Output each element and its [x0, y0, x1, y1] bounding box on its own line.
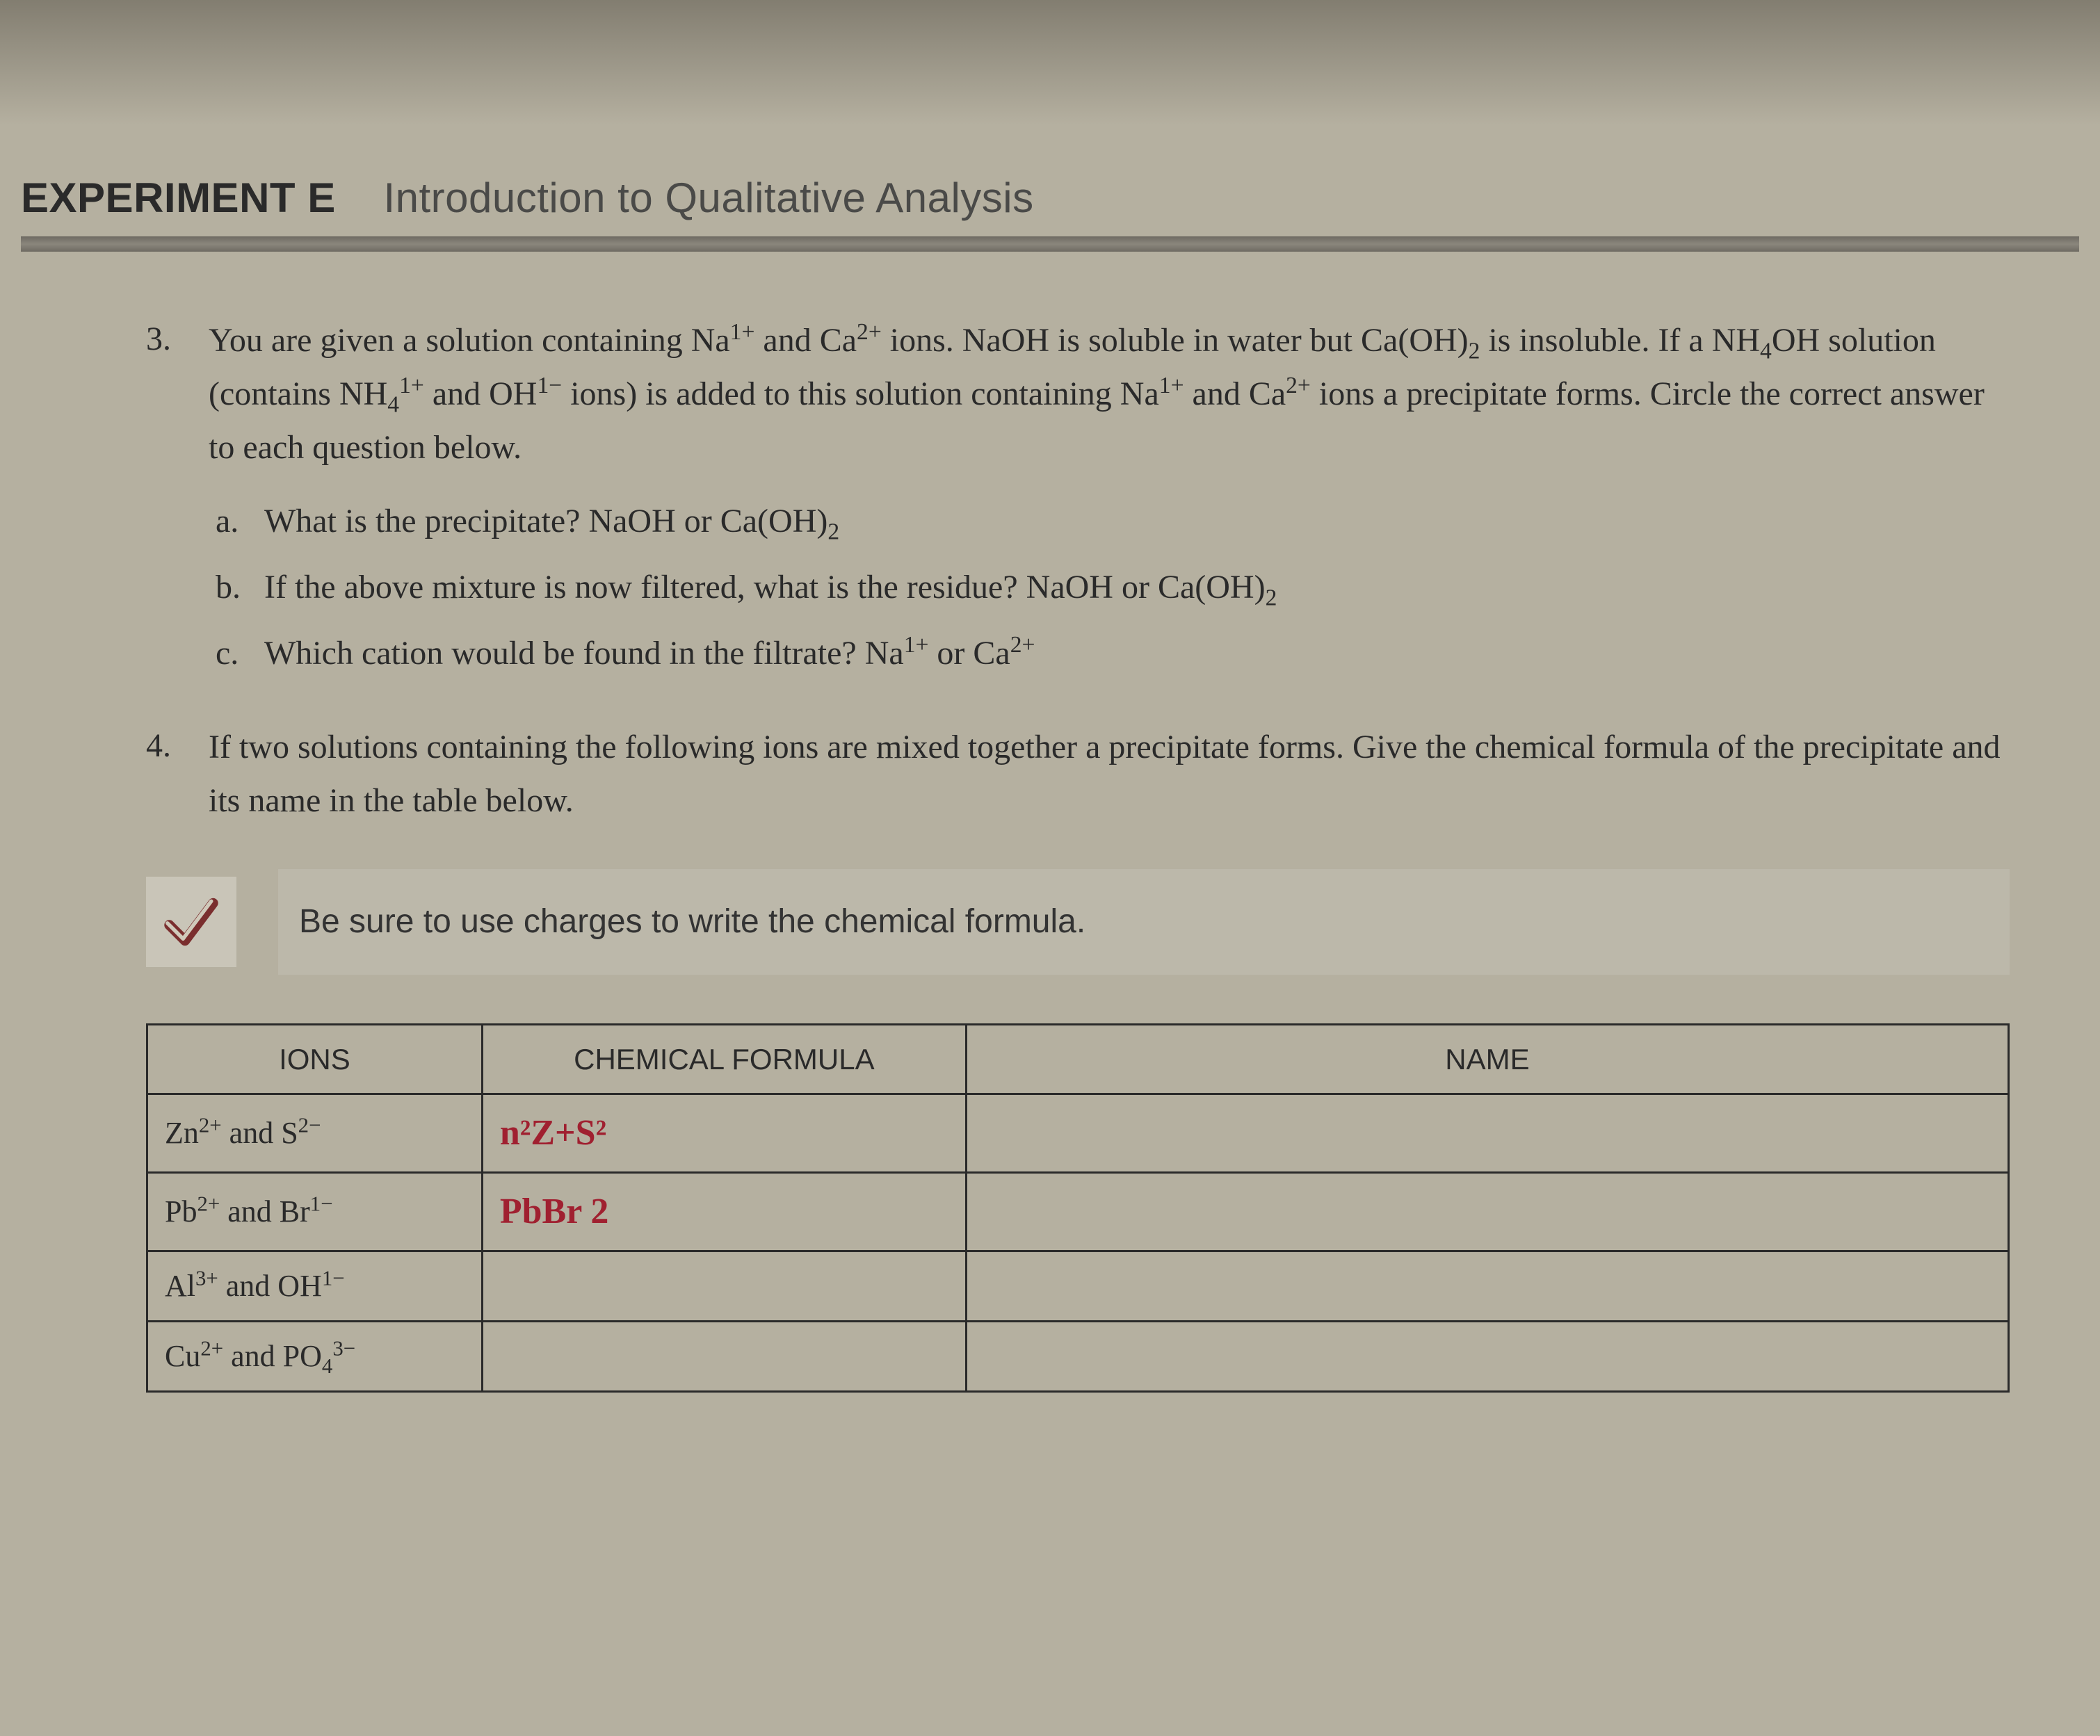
ions-cell: Zn2+ and S2−: [147, 1094, 483, 1173]
q3-a: a. What is the precipitate? NaOH or Ca(O…: [209, 495, 2010, 549]
page-header: EXPERIMENT E Introduction to Qualitative…: [21, 167, 2079, 252]
name-cell: [966, 1094, 2008, 1173]
question-body: You are given a solution containing Na1+…: [209, 314, 2010, 693]
sub-text: What is the precipitate? NaOH or Ca(OH)2: [264, 495, 2010, 549]
table-row: Cu2+ and PO43−: [147, 1322, 2009, 1392]
name-cell: [966, 1251, 2008, 1322]
sub-letter: b.: [209, 561, 264, 615]
table-row: Al3+ and OH1−: [147, 1251, 2009, 1322]
header-ions: IONS: [147, 1025, 483, 1094]
page-top-shadow: [0, 0, 2100, 125]
q3-b: b. If the above mixture is now filtered,…: [209, 561, 2010, 615]
ions-cell: Pb2+ and Br1−: [147, 1173, 483, 1251]
sub-text: Which cation would be found in the filtr…: [264, 627, 2010, 681]
sub-text: If the above mixture is now filtered, wh…: [264, 561, 2010, 615]
handwritten-formula: n²Z+S²: [500, 1113, 606, 1153]
header-formula: CHEMICAL FORMULA: [482, 1025, 966, 1094]
question-4: 4. If two solutions containing the follo…: [146, 721, 2010, 828]
ions-cell: Cu2+ and PO43−: [147, 1322, 483, 1392]
q3-c: c. Which cation would be found in the fi…: [209, 627, 2010, 681]
hint-text: Be sure to use charges to write the chem…: [278, 869, 2010, 975]
formula-cell: [482, 1251, 966, 1322]
header-name: NAME: [966, 1025, 2008, 1094]
table-row: Zn2+ and S2− n²Z+S²: [147, 1094, 2009, 1173]
hint-row: Be sure to use charges to write the chem…: [146, 869, 2010, 975]
header-bold: EXPERIMENT E: [21, 175, 336, 221]
name-cell: [966, 1173, 2008, 1251]
question-number: 4.: [146, 721, 209, 828]
header-light: Introduction to Qualitative Analysis: [383, 175, 1033, 221]
checkmark-box: [146, 877, 236, 967]
handwritten-formula: PbBr 2: [500, 1192, 609, 1231]
name-cell: [966, 1322, 2008, 1392]
q3-sublist: a. What is the precipitate? NaOH or Ca(O…: [209, 495, 2010, 680]
question-3: 3. You are given a solution containing N…: [146, 314, 2010, 693]
checkmark-icon: [160, 891, 223, 953]
header-title: EXPERIMENT E Introduction to Qualitative…: [21, 167, 2079, 229]
q3-text: You are given a solution containing Na1+…: [209, 322, 1985, 466]
table-header-row: IONS CHEMICAL FORMULA NAME: [147, 1025, 2009, 1094]
sub-letter: a.: [209, 495, 264, 549]
formula-cell: n²Z+S²: [482, 1094, 966, 1173]
question-number: 3.: [146, 314, 209, 693]
formula-cell: [482, 1322, 966, 1392]
precipitate-table: IONS CHEMICAL FORMULA NAME Zn2+ and S2− …: [146, 1023, 2010, 1393]
ions-cell: Al3+ and OH1−: [147, 1251, 483, 1322]
content-area: 3. You are given a solution containing N…: [21, 314, 2079, 1393]
question-body: If two solutions containing the followin…: [209, 721, 2010, 828]
table-row: Pb2+ and Br1− PbBr 2: [147, 1173, 2009, 1251]
sub-letter: c.: [209, 627, 264, 681]
formula-cell: PbBr 2: [482, 1173, 966, 1251]
header-rule: [21, 236, 2079, 252]
